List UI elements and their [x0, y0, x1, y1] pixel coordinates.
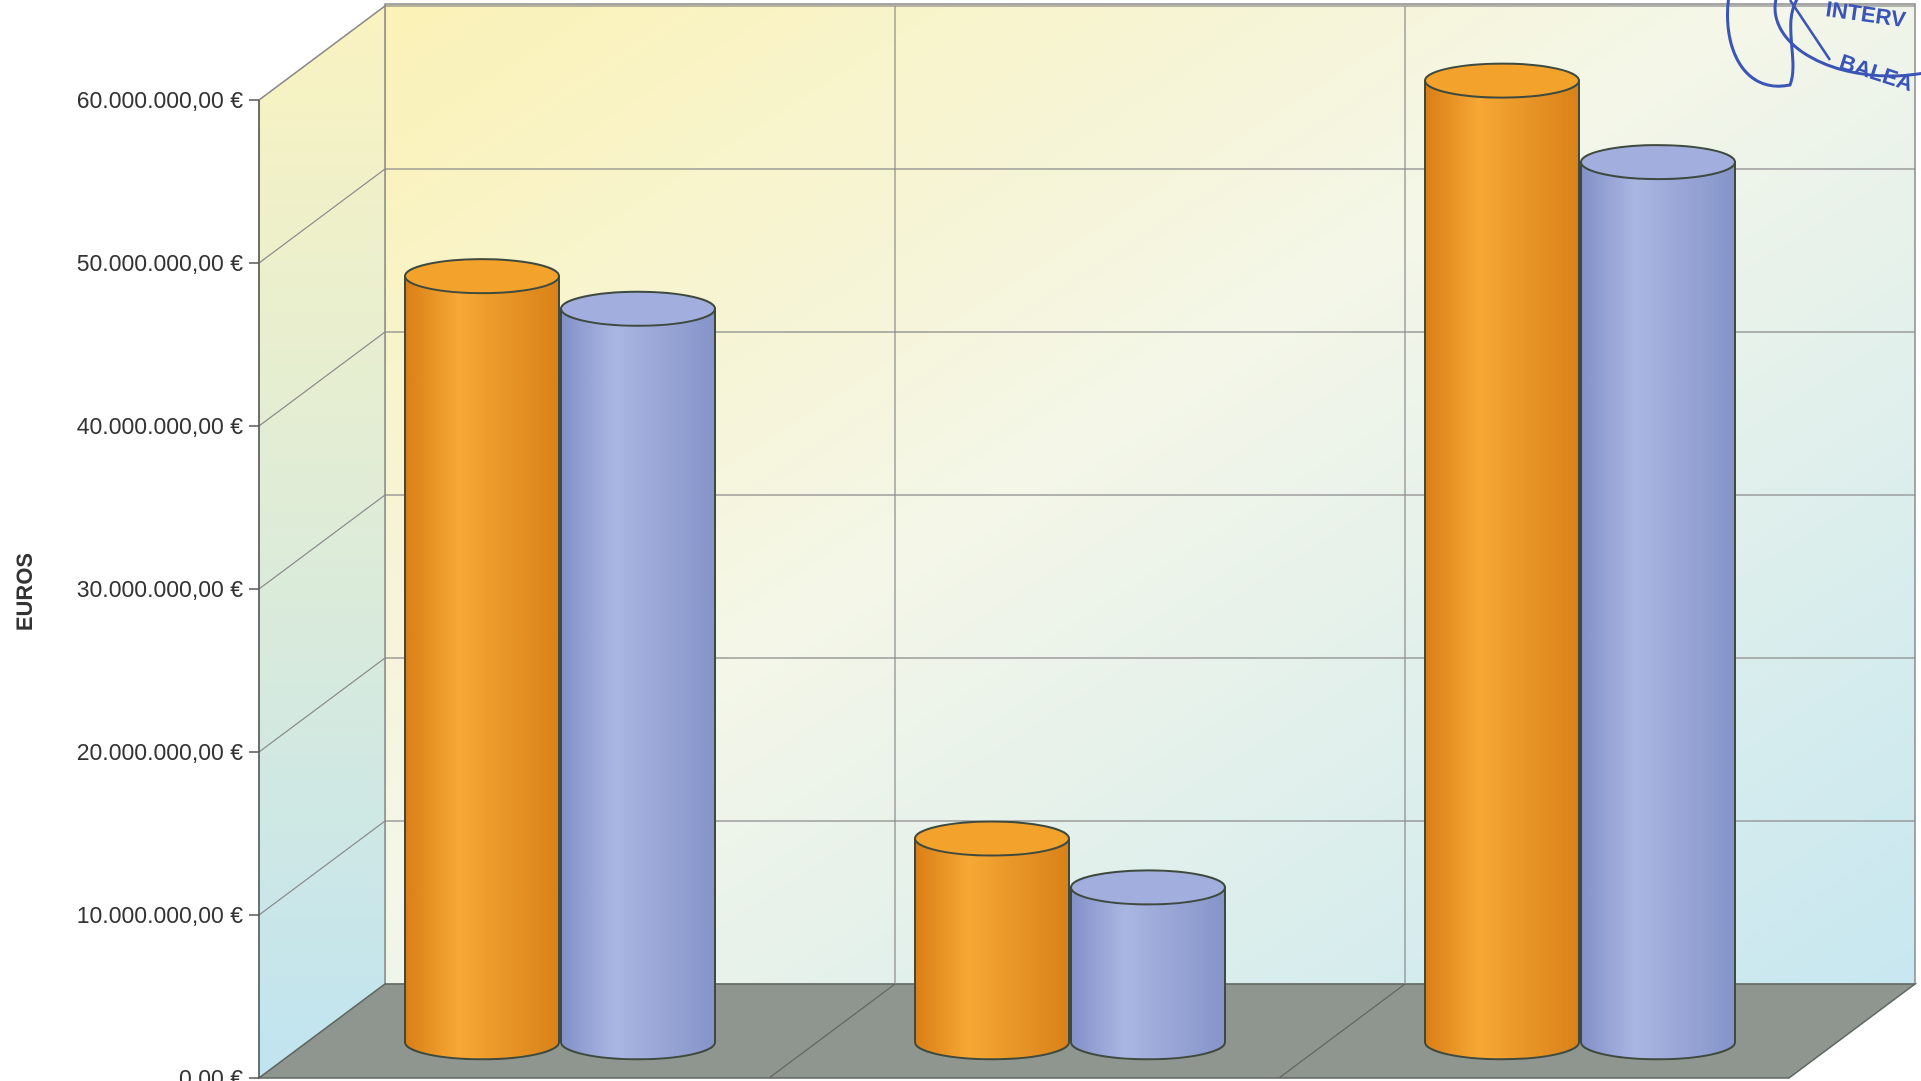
gridline-side — [258, 331, 386, 427]
bar-body — [404, 275, 560, 1061]
gridline-side — [258, 5, 386, 101]
bar-body — [560, 307, 716, 1061]
bar — [1424, 62, 1580, 1061]
bar-top — [914, 820, 1070, 857]
stamp-ring — [1773, 0, 1921, 78]
y-tick-label: 50.000.000,00 € — [77, 250, 243, 276]
bar — [1580, 144, 1736, 1061]
y-axis-title: EUROS — [12, 553, 37, 631]
bar-body — [1070, 886, 1226, 1061]
category-divider-floor — [768, 983, 896, 1079]
y-tick-label: 0,00 € — [179, 1065, 243, 1081]
bar-body — [1580, 161, 1736, 1061]
bar-body — [1424, 79, 1580, 1061]
category-divider-floor — [1278, 983, 1406, 1079]
gridline-side — [258, 494, 386, 590]
stamp-signature — [1726, 0, 1799, 88]
gridline-side — [258, 820, 386, 916]
bar — [1070, 869, 1226, 1061]
bar-top — [1070, 869, 1226, 906]
bar — [560, 290, 716, 1061]
bar-top — [1580, 144, 1736, 181]
gridline-side — [258, 168, 386, 264]
y-tick-label: 10.000.000,00 € — [77, 902, 243, 928]
y-tick-label: 30.000.000,00 € — [77, 576, 243, 602]
stamp-stroke — [1788, 0, 1832, 61]
bar — [914, 820, 1070, 1061]
bar-top — [560, 290, 716, 327]
y-tick-label: 40.000.000,00 € — [77, 413, 243, 439]
y-tick-label: 20.000.000,00 € — [77, 739, 243, 765]
gridline-side — [258, 657, 386, 753]
bar-top — [1424, 62, 1580, 99]
bar-body — [914, 837, 1070, 1061]
bar — [404, 258, 560, 1061]
bar-top — [404, 258, 560, 295]
y-tick-label: 60.000.000,00 € — [77, 87, 243, 113]
